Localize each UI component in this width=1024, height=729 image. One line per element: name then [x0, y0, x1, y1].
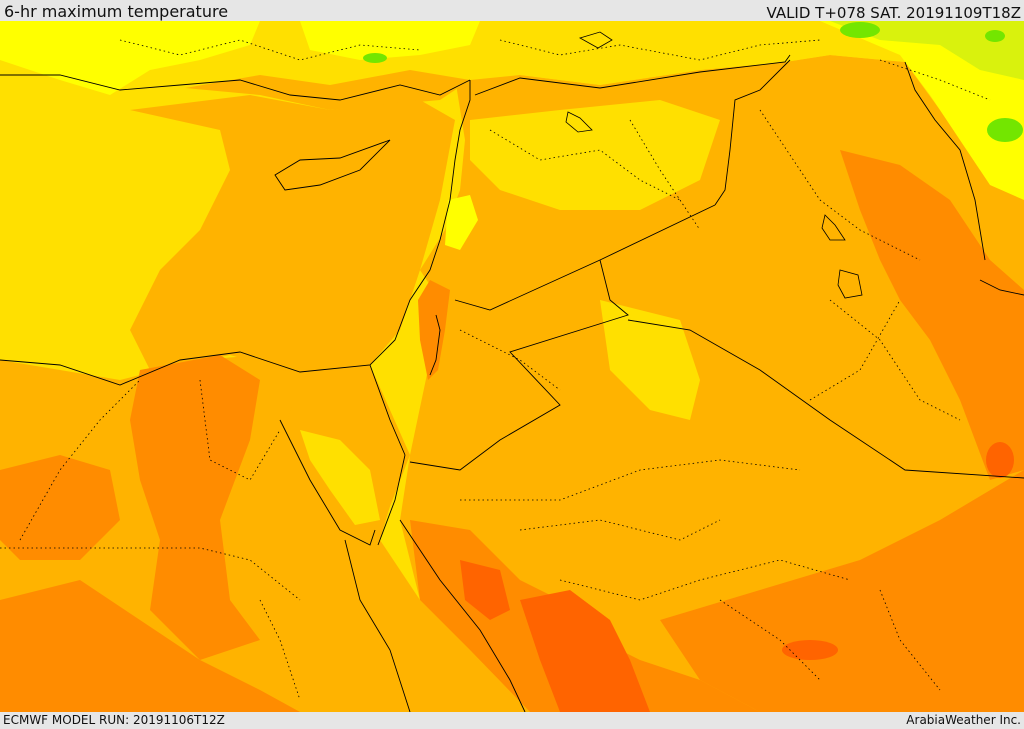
- admin-iraq-1: [759, 109, 921, 261]
- admin-saudi-4: [719, 599, 821, 681]
- border-jordan-syria-iraq: [454, 204, 716, 311]
- cool-syria: [470, 100, 720, 210]
- hot-arabia-south: [660, 470, 1024, 712]
- cool-sinai-tongue: [300, 430, 380, 525]
- admin-syria-2: [629, 119, 701, 231]
- lake-razazza: [837, 269, 863, 299]
- coast-cyprus: [274, 139, 391, 191]
- border-iran-iraq: [904, 61, 986, 261]
- footer-bar: ECMWF MODEL RUN: 20191106T12Z ArabiaWeat…: [0, 712, 1024, 729]
- admin-egypt-1: [0, 547, 301, 601]
- coast-turkey-south: [0, 74, 471, 101]
- border-iraq-saudi: [627, 319, 1024, 479]
- hot-iraq-east: [840, 150, 1024, 480]
- coast-red-sea-west: [279, 419, 376, 546]
- cold-spot-4: [987, 118, 1023, 142]
- border-syria-turkey: [474, 54, 791, 96]
- lakes: [565, 31, 863, 299]
- very-hot-sudan: [520, 590, 650, 712]
- country-borders: [369, 54, 1024, 479]
- very-hot-spot-yemen: [782, 640, 838, 660]
- cool-lebanon-coast: [445, 195, 478, 250]
- coast-red-sea-east: [399, 519, 526, 712]
- model-run-label: ECMWF MODEL RUN: 20191106T12Z: [3, 713, 225, 727]
- cool-zone-central: [300, 21, 480, 60]
- hot-red-sea-coast: [410, 520, 760, 712]
- coast-egypt-levant: [0, 80, 471, 386]
- admin-egypt-3: [199, 379, 281, 481]
- very-hot-hejaz: [460, 560, 510, 620]
- coastlines: [0, 74, 1024, 712]
- warm-sea-core: [130, 95, 455, 375]
- hot-egypt-west: [0, 455, 120, 560]
- hot-egypt-south: [0, 580, 300, 712]
- cool-jordan-plateau: [600, 300, 700, 420]
- cold-spot-3: [363, 53, 387, 63]
- credit-label: ArabiaWeather Inc.: [906, 713, 1021, 727]
- lake-tharthar: [821, 214, 846, 241]
- admin-jordan: [459, 329, 561, 391]
- map-title: 6-hr maximum temperature: [4, 2, 229, 21]
- very-hot-spot-gulf: [986, 442, 1014, 478]
- land-turkey: [0, 21, 1024, 140]
- admin-turkey-2: [499, 39, 821, 61]
- hot-egypt-north: [130, 355, 260, 660]
- coast-persian-gulf: [979, 279, 1024, 296]
- admin-borders: [0, 39, 991, 701]
- hot-jordan-valley: [418, 280, 450, 380]
- coast-aqaba: [377, 454, 406, 546]
- border-jordan-saudi: [409, 259, 629, 471]
- valid-time: VALID T+078 SAT. 20191109T18Z: [766, 4, 1021, 22]
- map-canvas: [0, 21, 1024, 712]
- border-sinai-israel: [369, 364, 406, 456]
- coast-dead-sea: [429, 314, 441, 376]
- cold-spot-1: [840, 22, 880, 38]
- admin-turkey-3: [879, 59, 991, 101]
- admin-saudi-2: [519, 519, 721, 541]
- border-syria-iraq: [714, 59, 791, 206]
- admin-egypt-4: [259, 599, 301, 701]
- cold-spot-2: [985, 30, 1005, 42]
- admin-iraq-3: [809, 299, 901, 401]
- lake-van: [578, 31, 613, 49]
- coast-red-sea-southwest: [344, 539, 411, 712]
- cool-zone-east: [820, 21, 1024, 200]
- admin-iraq-2: [829, 299, 961, 421]
- cold-spot-caucasus: [830, 21, 1024, 80]
- header-bar: 6-hr maximum temperature VALID T+078 SAT…: [0, 0, 1024, 21]
- admin-saudi-1: [460, 459, 801, 501]
- warm-anatolia: [185, 70, 470, 110]
- lake-assad: [565, 111, 593, 133]
- admin-saudi-3: [559, 559, 851, 601]
- admin-egypt-2: [19, 379, 141, 541]
